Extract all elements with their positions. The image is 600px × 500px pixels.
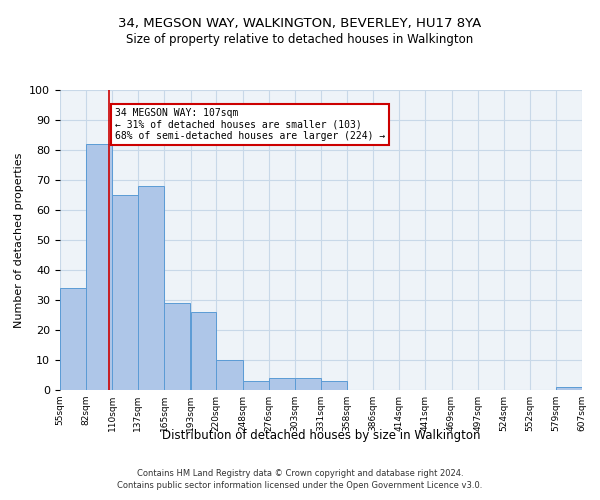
Text: Contains HM Land Registry data © Crown copyright and database right 2024.
Contai: Contains HM Land Registry data © Crown c… (118, 468, 482, 490)
Bar (242, 381, 269, 390)
Bar (191, 312, 216, 390)
Text: 34, MEGSON WAY, WALKINGTON, BEVERLEY, HU17 8YA: 34, MEGSON WAY, WALKINGTON, BEVERLEY, HU… (118, 18, 482, 30)
Text: Distribution of detached houses by size in Walkington: Distribution of detached houses by size … (162, 428, 480, 442)
Bar (137, 186, 164, 390)
Text: 34 MEGSON WAY: 107sqm
← 31% of detached houses are smaller (103)
68% of semi-det: 34 MEGSON WAY: 107sqm ← 31% of detached … (115, 108, 385, 141)
Bar (321, 381, 347, 390)
Bar (216, 360, 242, 390)
Bar (269, 378, 295, 390)
Bar (112, 195, 137, 390)
Y-axis label: Number of detached properties: Number of detached properties (14, 152, 24, 328)
Bar (556, 387, 582, 390)
Bar (295, 378, 321, 390)
Text: Size of property relative to detached houses in Walkington: Size of property relative to detached ho… (127, 32, 473, 46)
Bar (164, 303, 190, 390)
Bar (86, 144, 112, 390)
Bar (60, 288, 86, 390)
